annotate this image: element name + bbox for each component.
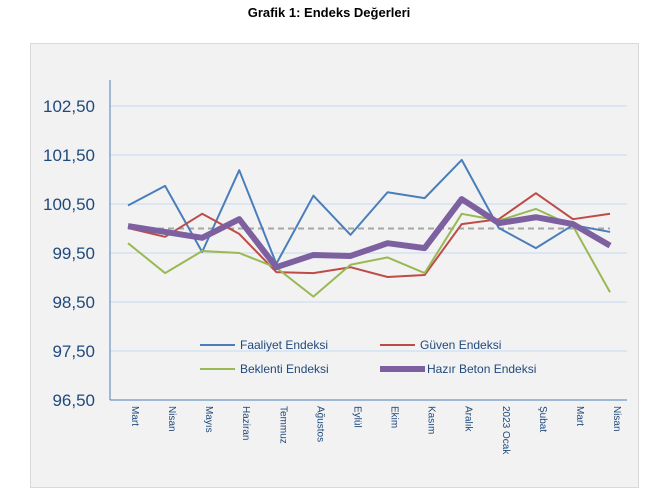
y-tick-label: 98,50 (52, 293, 95, 312)
chart-title: Grafik 1: Endeks Değerleri (247, 5, 411, 20)
series-line (127, 207, 611, 298)
x-tick-label: Mart (129, 406, 140, 426)
legend-label: Faaliyet Endeksi (240, 338, 328, 352)
chart-area (30, 43, 639, 488)
x-tick-label: Nisan (611, 406, 622, 432)
series-line (127, 196, 612, 271)
x-tick-label: Mart (574, 406, 585, 426)
series-line (127, 158, 611, 265)
legend-label: Hazır Beton Endeksi (427, 362, 536, 376)
legend-label: Beklenti Endeksi (240, 362, 329, 376)
legend-label: Güven Endeksi (420, 338, 501, 352)
x-tick-label: Temmuz (277, 406, 288, 444)
x-tick-label: Şubat (537, 406, 548, 432)
x-tick-label: Ekim (389, 406, 400, 428)
series-line (127, 192, 611, 279)
x-tick-label: Kasım (426, 406, 437, 434)
y-tick-label: 100,50 (43, 195, 95, 214)
x-tick-label: Haziran (240, 406, 251, 440)
x-tick-label: 2023 Ocak (500, 406, 511, 455)
x-tick-label: Eylül (351, 406, 362, 428)
x-tick-label: Nisan (166, 406, 177, 432)
x-tick-label: Mayıs (203, 406, 214, 433)
x-tick-label: Ağustos (314, 406, 325, 442)
y-tick-label: 101,50 (43, 146, 95, 165)
y-tick-label: 96,50 (52, 391, 95, 410)
y-tick-label: 97,50 (52, 342, 95, 361)
x-tick-label: Aralık (463, 406, 474, 433)
y-tick-label: 102,50 (43, 97, 95, 116)
y-tick-label: 99,50 (52, 244, 95, 263)
